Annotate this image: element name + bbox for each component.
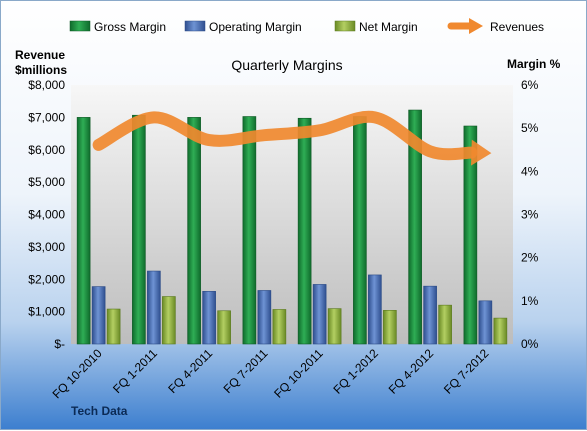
left-tick-label: $6,000: [28, 143, 65, 157]
x-tick-label: FQ 4-2011: [165, 346, 215, 396]
left-tick-label: $2,000: [28, 272, 65, 286]
right-axis-ticks: 0% 1% 2% 3% 4% 5% 6%: [521, 78, 539, 351]
bar-operating-margin: [368, 274, 382, 345]
revenue-arrowhead: [471, 139, 492, 166]
bar-gross-margin: [187, 117, 201, 345]
bar-operating-margin: [423, 285, 437, 345]
bar-gross-margin: [463, 125, 478, 345]
legend-label-net-margin: Net Margin: [359, 20, 418, 34]
x-tick-label: FQ 7-2012: [441, 346, 492, 397]
x-tick-label: FQ 10-2011: [271, 346, 326, 401]
bar-operating-margin: [147, 270, 161, 345]
chart-title: Quarterly Margins: [231, 57, 342, 73]
left-tick-label: $-: [54, 337, 65, 351]
bar-operating-margin: [478, 300, 493, 345]
bar-net-margin: [493, 317, 508, 345]
bar-operating-margin: [312, 284, 327, 345]
right-axis-title: Margin %: [507, 57, 561, 71]
left-tick-label: $4,000: [28, 208, 65, 222]
footer-label: Tech Data: [71, 404, 128, 418]
left-axis-title-line1: Revenue: [15, 48, 65, 62]
left-tick-label: $5,000: [28, 175, 65, 189]
left-axis-title-line2: $millions: [15, 63, 67, 77]
left-tick-label: $1,000: [28, 305, 65, 319]
left-tick-label: $3,000: [28, 240, 65, 254]
x-axis-ticks: FQ 10-2010 FQ 1-2011 FQ 4-2011 FQ 7-2011 FQ …: [50, 346, 492, 401]
bar-operating-margin: [91, 286, 106, 345]
x-tick-label: FQ 7-2011: [221, 346, 271, 396]
bar-net-margin: [438, 304, 452, 345]
legend: Gross Margin Operating Margin Net Margin…: [69, 18, 544, 34]
legend-swatch-revenues: [447, 18, 483, 34]
right-tick-label: 3%: [521, 208, 539, 222]
x-tick-label: FQ 1-2012: [331, 346, 382, 397]
right-tick-label: 2%: [521, 251, 539, 265]
legend-swatch-operating-margin: [184, 20, 206, 32]
bar-net-margin: [217, 310, 231, 345]
bar-net-margin: [272, 309, 287, 345]
bars-group: [76, 109, 508, 345]
bar-gross-margin: [132, 114, 146, 345]
x-tick-label: FQ 4-2012: [386, 346, 437, 397]
legend-label-gross-margin: Gross Margin: [94, 20, 166, 34]
x-tick-label: FQ 10-2010: [50, 346, 105, 401]
bar-net-margin: [106, 308, 121, 345]
right-tick-label: 0%: [521, 337, 539, 351]
right-tick-label: 1%: [521, 294, 539, 308]
revenue-line: [92, 110, 478, 161]
legend-label-operating-margin: Operating Margin: [209, 20, 302, 34]
bar-gross-margin: [408, 109, 422, 345]
bar-net-margin: [383, 310, 397, 345]
left-axis-ticks: $- $1,000 $2,000 $3,000 $4,000 $5,000 $6,000 $7…: [28, 78, 65, 351]
bar-operating-margin: [202, 291, 216, 345]
legend-swatch-net-margin: [334, 20, 356, 32]
bar-gross-margin: [353, 116, 367, 345]
bar-gross-margin: [242, 116, 257, 345]
legend-label-revenues: Revenues: [490, 20, 544, 34]
bar-net-margin: [162, 296, 176, 345]
right-tick-label: 5%: [521, 121, 539, 135]
x-tick-label: FQ 1-2011: [110, 346, 160, 396]
bar-gross-margin: [76, 117, 91, 345]
bar-net-margin: [327, 308, 342, 345]
left-tick-label: $7,000: [28, 110, 65, 124]
right-tick-label: 4%: [521, 164, 539, 178]
right-tick-label: 6%: [521, 78, 539, 92]
bar-gross-margin: [297, 117, 312, 345]
legend-swatch-gross-margin: [69, 20, 91, 32]
bar-operating-margin: [257, 290, 272, 345]
revenue-line-group: [92, 110, 492, 166]
left-tick-label: $8,000: [28, 78, 65, 92]
